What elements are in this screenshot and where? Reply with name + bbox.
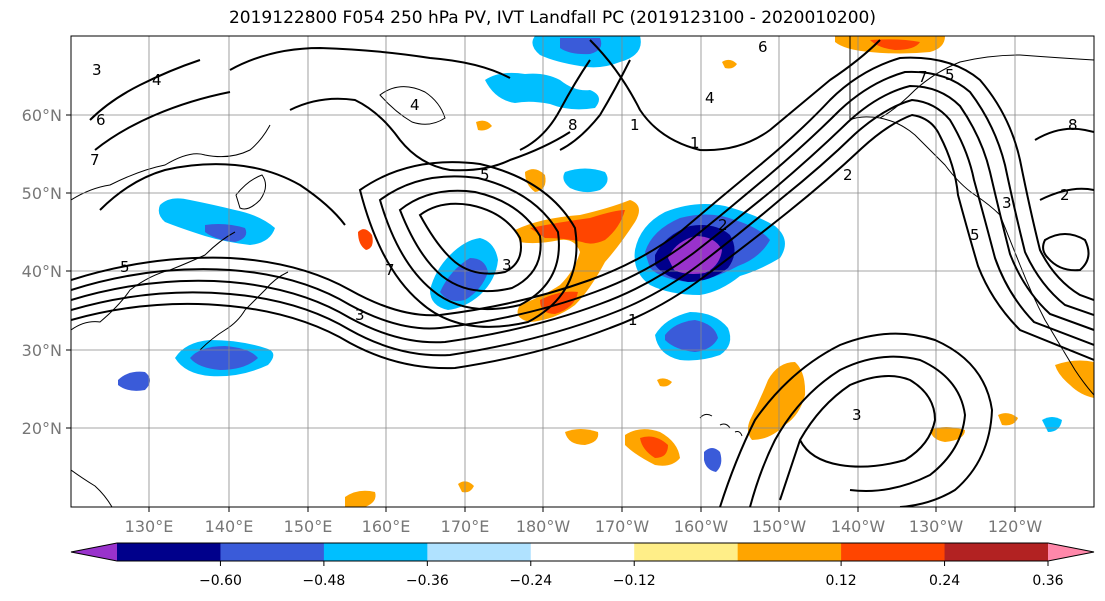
colorbar-tick-label: 0.24 bbox=[929, 573, 960, 589]
colorbar-cells bbox=[71, 543, 1094, 561]
lat-label-30n: 30°N bbox=[22, 341, 62, 360]
contour-label: 6 bbox=[96, 111, 106, 129]
contour-label: 4 bbox=[410, 96, 420, 114]
contour-label: 2 bbox=[1060, 186, 1070, 204]
contour-label: 1 bbox=[628, 311, 638, 329]
colorbar-tick-labels: −0.60−0.48−0.36−0.24−0.120.120.240.360.4… bbox=[199, 561, 1064, 589]
latitude-labels: 20°N 30°N 40°N 50°N 60°N bbox=[22, 106, 62, 438]
lon-label-150e: 150°E bbox=[284, 517, 333, 536]
colorbar-cell bbox=[323, 543, 428, 561]
contour-label: 5 bbox=[120, 258, 130, 276]
contour-label: 3 bbox=[1002, 194, 1012, 212]
longitude-labels: 130°E 140°E 150°E 160°E 170°E 180°W 170°… bbox=[125, 517, 1043, 536]
colorbar-tick-label: −0.36 bbox=[406, 573, 449, 589]
colorbar-tick-label: 0.12 bbox=[826, 573, 857, 589]
contour-label: 4 bbox=[152, 71, 162, 89]
lon-label-120w: 120°W bbox=[988, 517, 1043, 536]
colorbar-cell bbox=[841, 543, 946, 561]
grid-lines bbox=[71, 36, 1094, 507]
lon-label-160e: 160°E bbox=[362, 517, 411, 536]
contour-label: 2 bbox=[843, 166, 853, 184]
colorbar-tick-label: 0.36 bbox=[1032, 573, 1063, 589]
colorbar-extend-min bbox=[71, 543, 117, 561]
contour-label: 6 bbox=[758, 38, 768, 56]
lat-label-40n: 40°N bbox=[22, 262, 62, 281]
colorbar-cell bbox=[737, 543, 842, 561]
colorbar-cell bbox=[220, 543, 325, 561]
latitude-ticks bbox=[66, 114, 71, 429]
contour-label: 4 bbox=[705, 89, 715, 107]
contour-label: 5 bbox=[480, 166, 490, 184]
contour-label: 3 bbox=[852, 406, 862, 424]
colorbar-tick-label: −0.60 bbox=[199, 573, 242, 589]
pv-anomaly-fill bbox=[118, 36, 1094, 507]
map-title: 2019122800 F054 250 hPa PV, IVT Landfall… bbox=[228, 8, 876, 28]
longitude-ticks bbox=[148, 507, 1016, 512]
contour-label: 7 bbox=[918, 68, 928, 86]
contour-label: 2 bbox=[718, 216, 728, 234]
colorbar-cell bbox=[530, 543, 635, 561]
lat-label-20n: 20°N bbox=[22, 419, 62, 438]
colorbar-extend-max bbox=[1048, 543, 1094, 561]
colorbar-tick-label: −0.24 bbox=[509, 573, 552, 589]
lon-label-170e: 170°E bbox=[441, 517, 490, 536]
lon-label-160w: 160°W bbox=[674, 517, 729, 536]
colorbar-cell bbox=[117, 543, 221, 561]
colorbar-cell bbox=[634, 543, 739, 561]
lon-label-180w: 180°W bbox=[516, 517, 571, 536]
contour-label: 7 bbox=[90, 151, 100, 169]
colorbar-cell bbox=[427, 543, 532, 561]
lat-label-60n: 60°N bbox=[22, 106, 62, 125]
lon-label-140e: 140°E bbox=[205, 517, 254, 536]
contour-label: 5 bbox=[945, 66, 955, 84]
lon-label-130w: 130°W bbox=[909, 517, 964, 536]
colorbar-tick-label: −0.12 bbox=[613, 573, 656, 589]
contour-label: 5 bbox=[970, 226, 980, 244]
colorbar-tick-label: −0.48 bbox=[302, 573, 345, 589]
contour-label: 8 bbox=[1068, 116, 1078, 134]
contour-label: 8 bbox=[568, 116, 578, 134]
colorbar-outline bbox=[70, 542, 1095, 562]
contour-label: 3 bbox=[92, 61, 102, 79]
pv-contours bbox=[71, 39, 1094, 507]
colorbar: −0.60−0.48−0.36−0.24−0.120.120.240.360.4… bbox=[70, 542, 1095, 589]
contour-label: 3 bbox=[355, 306, 365, 324]
contour-label: 1 bbox=[690, 134, 700, 152]
lon-label-140w: 140°W bbox=[831, 517, 886, 536]
lon-label-130e: 130°E bbox=[125, 517, 174, 536]
contour-labels: 3 4 6 7 5 4 5 1 8 6 4 1 2 7 3 2 3 5 7 1 … bbox=[90, 38, 1078, 424]
contour-label: 3 bbox=[502, 256, 512, 274]
contour-label: 1 bbox=[630, 116, 640, 134]
lon-label-150w: 150°W bbox=[752, 517, 807, 536]
contour-label: 7 bbox=[385, 261, 395, 279]
colorbar-cell bbox=[944, 543, 1049, 561]
lat-label-50n: 50°N bbox=[22, 184, 62, 203]
lon-label-170w: 170°W bbox=[595, 517, 650, 536]
